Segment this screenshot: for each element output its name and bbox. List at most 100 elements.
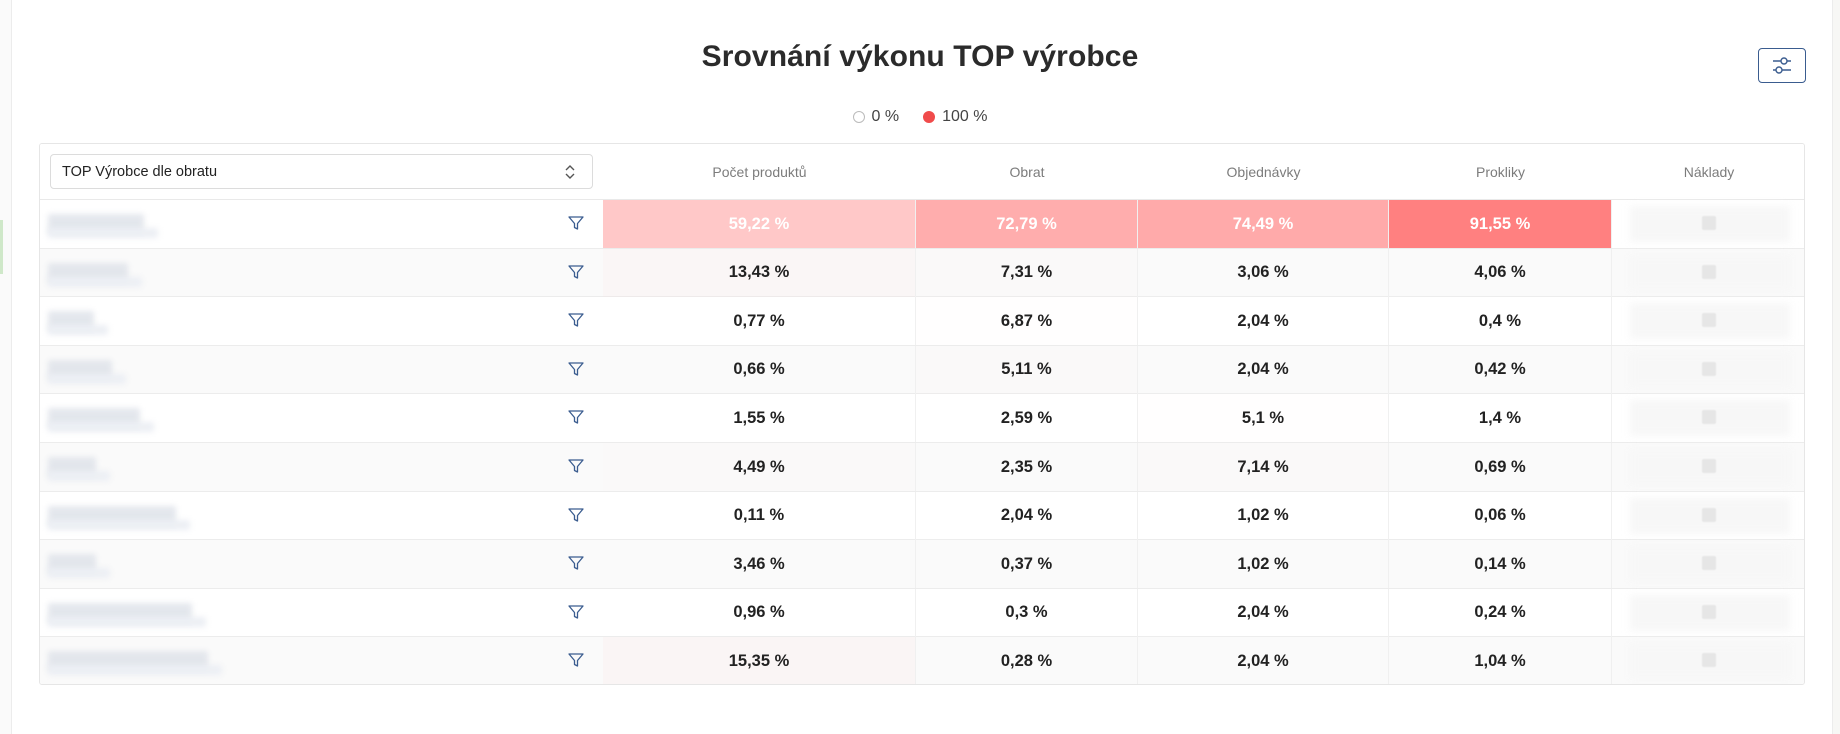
metric-cell: 1,55 % <box>603 394 916 443</box>
cost-value-redacted <box>1702 264 1716 279</box>
metric-cell: 3,46 % <box>603 540 916 589</box>
manufacturer-name-redacted-shadow <box>48 325 108 336</box>
sliders-icon <box>1773 56 1791 74</box>
metric-cell: 15,35 % <box>603 637 916 684</box>
table-row: 0,66 % 5,11 % 2,04 % 0,42 % <box>40 345 1804 395</box>
metric-cell: 5,1 % <box>1138 394 1389 443</box>
metric-cell: 5,11 % <box>916 345 1138 394</box>
legend-item-max: 100 % <box>923 108 987 126</box>
table-header: TOP Výrobce dle obratu Počet produktů Ob… <box>40 144 1804 200</box>
chevron-updown-icon <box>565 165 575 179</box>
filter-icon[interactable] <box>567 214 585 232</box>
filter-icon[interactable] <box>567 506 585 524</box>
cost-value-redacted <box>1702 459 1716 473</box>
cost-value-redacted <box>1702 410 1716 425</box>
metric-cell: 59,22 % <box>603 200 916 248</box>
metric-cell: 0,28 % <box>916 637 1138 684</box>
cost-value-redacted <box>1702 361 1716 376</box>
legend-label-max: 100 % <box>942 108 988 125</box>
metric-cell: 0,4 % <box>1389 297 1612 346</box>
metric-cell: 13,43 % <box>603 248 916 297</box>
metric-cell: 1,02 % <box>1138 491 1389 540</box>
metric-cell: 0,24 % <box>1389 588 1612 637</box>
manufacturer-select-value: TOP Výrobce dle obratu <box>62 163 218 180</box>
table-row: 59,22 % 72,79 % 74,49 % 91,55 % <box>40 200 1804 249</box>
table-row: 15,35 % 0,28 % 2,04 % 1,04 % <box>40 637 1804 684</box>
cost-value-redacted <box>1702 313 1716 328</box>
cost-value-redacted <box>1702 216 1716 230</box>
page-edge <box>0 0 12 734</box>
metric-cell: 74,49 % <box>1138 200 1389 248</box>
column-header-clicks[interactable]: Prokliky <box>1475 164 1525 180</box>
metric-cell: 0,69 % <box>1389 443 1612 491</box>
metric-cell: 0,42 % <box>1389 345 1612 394</box>
metric-cell: 2,35 % <box>916 443 1138 491</box>
metric-cell: 1,02 % <box>1138 540 1389 589</box>
legend-dot-min <box>852 111 865 123</box>
metric-cell: 7,14 % <box>1138 443 1389 491</box>
filter-icon[interactable] <box>567 263 585 281</box>
filter-icon[interactable] <box>567 408 585 426</box>
manufacturer-name-redacted-shadow <box>48 276 142 287</box>
filter-icon[interactable] <box>567 603 585 621</box>
column-header-revenue[interactable]: Obrat <box>1009 164 1045 180</box>
manufacturer-name-redacted-shadow <box>48 519 190 530</box>
cost-value-redacted <box>1702 507 1716 522</box>
filter-icon[interactable] <box>567 360 585 378</box>
table-row: 0,96 % 0,3 % 2,04 % 0,24 % <box>40 588 1804 638</box>
metric-cell: 7,31 % <box>916 248 1138 297</box>
column-header-costs[interactable]: Náklady <box>1683 164 1735 180</box>
table-row: 4,49 % 2,35 % 7,14 % 0,69 % <box>40 443 1804 492</box>
column-header-products[interactable]: Počet produktů <box>712 164 807 180</box>
metric-cell: 4,49 % <box>603 443 916 491</box>
manufacturer-select[interactable]: TOP Výrobce dle obratu <box>50 154 593 189</box>
metric-cell: 2,04 % <box>1138 637 1389 684</box>
manufacturer-name-redacted-shadow <box>48 228 158 238</box>
metric-cell: 3,06 % <box>1138 248 1389 297</box>
legend-dot-max <box>923 111 936 123</box>
manufacturer-name-redacted-shadow <box>48 568 110 579</box>
table-row: 0,77 % 6,87 % 2,04 % 0,4 % <box>40 297 1804 346</box>
metric-cell: 2,04 % <box>1138 297 1389 346</box>
settings-button[interactable] <box>1758 48 1806 83</box>
table-row: 13,43 % 7,31 % 3,06 % 4,06 % <box>40 248 1804 298</box>
page-edge-right <box>1832 0 1840 734</box>
table-row: 0,11 % 2,04 % 1,02 % 0,06 % <box>40 491 1804 541</box>
filter-icon[interactable] <box>567 554 585 572</box>
metric-cell: 0,11 % <box>603 491 916 540</box>
metric-cell: 4,06 % <box>1389 248 1612 297</box>
manufacturer-name-redacted-shadow <box>48 616 206 627</box>
metric-cell: 0,3 % <box>916 588 1138 637</box>
manufacturer-name-redacted-shadow <box>48 422 154 433</box>
cost-value-redacted <box>1702 604 1716 619</box>
cost-value-redacted <box>1702 653 1716 668</box>
manufacturer-name-redacted-shadow <box>48 665 222 676</box>
cost-value-redacted <box>1702 556 1716 571</box>
metric-cell: 2,59 % <box>916 394 1138 443</box>
metric-cell: 6,87 % <box>916 297 1138 346</box>
filter-icon[interactable] <box>567 651 585 669</box>
metric-cell: 0,14 % <box>1389 540 1612 589</box>
metric-cell: 0,77 % <box>603 297 916 346</box>
metric-cell: 2,04 % <box>916 491 1138 540</box>
column-header-orders[interactable]: Objednávky <box>1226 164 1301 180</box>
metric-cell: 0,66 % <box>603 345 916 394</box>
metric-cell: 2,04 % <box>1138 345 1389 394</box>
filter-icon[interactable] <box>567 311 585 329</box>
metric-cell: 0,06 % <box>1389 491 1612 540</box>
legend-item-min: 0 % <box>852 108 900 126</box>
metric-cell: 2,04 % <box>1138 588 1389 637</box>
manufacturer-name-redacted-shadow <box>48 373 126 384</box>
performance-table: TOP Výrobce dle obratu Počet produktů Ob… <box>39 143 1805 685</box>
manufacturer-name-redacted-shadow <box>48 471 110 481</box>
metric-cell: 1,4 % <box>1389 394 1612 443</box>
filter-icon[interactable] <box>567 457 585 475</box>
metric-cell: 91,55 % <box>1389 200 1612 248</box>
metric-cell: 0,96 % <box>603 588 916 637</box>
legend: 0 % 100 % <box>0 108 1840 126</box>
table-row: 1,55 % 2,59 % 5,1 % 1,4 % <box>40 394 1804 443</box>
page-title: Srovnání výkonu TOP výrobce <box>701 40 1139 73</box>
metric-cell: 0,37 % <box>916 540 1138 589</box>
legend-label-min: 0 % <box>871 108 900 125</box>
metric-cell: 72,79 % <box>916 200 1138 248</box>
